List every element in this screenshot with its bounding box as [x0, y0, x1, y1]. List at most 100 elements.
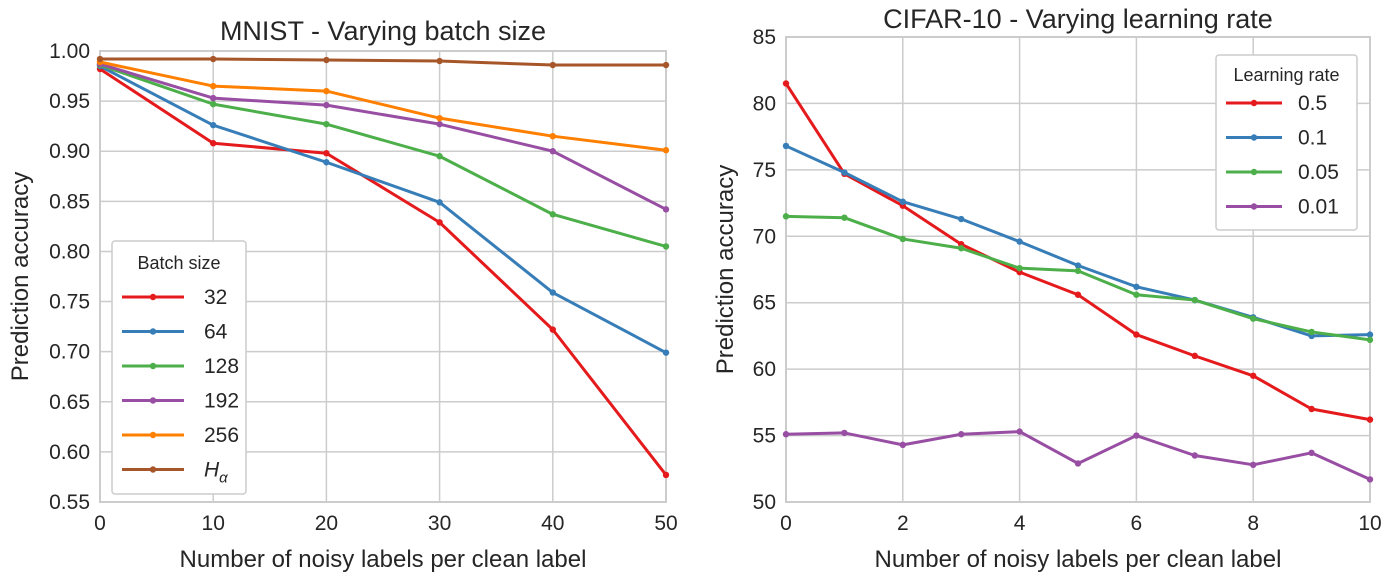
x-axis-label: Number of noisy labels per clean label	[875, 546, 1282, 573]
x-tick-label: 0	[94, 512, 106, 535]
legend: Learning rate 0.5 0.1 0.05 0.01	[1215, 54, 1358, 231]
legend-label: 64	[204, 321, 228, 344]
data-point	[1191, 452, 1199, 459]
plot-frame	[99, 50, 667, 503]
chart-title: CIFAR-10 - Varying learning rate	[883, 4, 1273, 34]
data-point	[841, 214, 848, 221]
legend-label: 0.5	[1298, 92, 1327, 115]
legend-marker	[149, 362, 157, 370]
chart-2: 0 2 4 6 8 10 50 55 60 65 70 75 80 85 CIFAR-10 - Varyin…	[712, 4, 1382, 573]
y-tick-label: 75	[753, 159, 776, 182]
x-tick-label: 10	[1358, 512, 1381, 535]
data-point	[899, 198, 906, 205]
data-point	[549, 148, 556, 155]
data-point	[1250, 461, 1257, 468]
series-line	[99, 60, 667, 152]
data-point	[96, 55, 104, 63]
data-point	[958, 245, 965, 252]
legend-item: Hα	[122, 459, 228, 487]
data-point	[841, 429, 848, 437]
x-tick-label: 6	[1131, 512, 1143, 535]
x-tick-label: 50	[654, 512, 677, 535]
series-192	[96, 60, 670, 213]
series-256	[96, 58, 670, 154]
y-tick-label: 50	[753, 491, 776, 514]
data-point	[662, 471, 670, 479]
y-tick-label: 65	[753, 292, 776, 315]
data-point	[436, 114, 443, 122]
data-point	[1133, 331, 1140, 338]
y-tick-label: 60	[753, 358, 776, 381]
data-point	[436, 120, 443, 128]
data-point	[1074, 267, 1082, 275]
x-tick-label: 8	[1247, 512, 1259, 535]
legend-item: 0.05	[1226, 161, 1339, 184]
y-tick-label: 0.75	[49, 291, 90, 314]
data-point	[662, 147, 670, 154]
legend-label: Hα	[204, 459, 228, 487]
data-point	[323, 150, 330, 157]
series-32	[96, 65, 670, 479]
legend-item: 32	[122, 286, 227, 309]
data-point	[1250, 372, 1257, 379]
legend-box	[1215, 54, 1358, 231]
data-point	[1074, 460, 1082, 467]
legend-item: 0.5	[1226, 92, 1327, 115]
data-point	[210, 121, 217, 129]
data-point	[899, 235, 906, 243]
data-point	[1016, 428, 1023, 435]
y-tick-label: 0.70	[49, 341, 90, 364]
data-point	[323, 120, 330, 128]
data-point	[1366, 336, 1374, 344]
y-axis-label: Prediction accuracy	[7, 172, 34, 381]
y-tick-label: 80	[753, 92, 776, 115]
data-point	[1016, 264, 1023, 272]
y-axis-label: Prediction accuracy	[712, 165, 739, 374]
data-point	[210, 100, 217, 108]
data-point	[1366, 331, 1374, 338]
y-tick-label: 0.55	[49, 491, 90, 514]
y-tick-label: 0.90	[49, 140, 90, 163]
legend-marker	[149, 397, 157, 404]
x-tick-label: 30	[428, 512, 451, 535]
data-point	[323, 87, 330, 95]
legend-label-subscript: α	[219, 470, 228, 487]
data-point	[841, 169, 848, 176]
series-line	[99, 64, 667, 354]
legend-item: 64	[122, 321, 228, 344]
legend-marker	[149, 466, 157, 473]
legend-label: 32	[204, 286, 227, 309]
legend-item: 128	[122, 355, 239, 378]
data-point	[549, 132, 556, 140]
series-0.05	[782, 213, 1374, 344]
legend-item: 0.1	[1226, 127, 1327, 150]
data-point	[323, 56, 330, 64]
data-point	[662, 243, 670, 250]
data-point	[958, 431, 965, 438]
data-point	[1133, 283, 1140, 290]
data-point	[1191, 352, 1199, 360]
series-line	[785, 214, 1371, 342]
legend-marker	[149, 431, 157, 439]
data-point	[549, 289, 556, 296]
legend-label: 0.05	[1298, 161, 1339, 184]
series-line	[100, 57, 666, 67]
legend-marker	[1250, 134, 1258, 141]
x-tick-label: 20	[315, 512, 338, 535]
data-point	[323, 159, 330, 166]
data-point	[210, 94, 217, 102]
data-point	[782, 431, 790, 438]
legend-label: 0.1	[1298, 127, 1327, 150]
data-point	[436, 199, 443, 206]
data-point	[1366, 416, 1374, 423]
data-point	[210, 55, 217, 63]
data-point	[782, 213, 790, 220]
y-tick-label: 0.85	[49, 190, 90, 213]
legend-item: 0.01	[1226, 196, 1339, 219]
y-tick-label: 0.95	[49, 90, 90, 113]
legend-title: Batch size	[137, 253, 220, 273]
data-point	[436, 219, 443, 226]
data-point	[436, 153, 443, 160]
data-point	[1016, 238, 1023, 245]
